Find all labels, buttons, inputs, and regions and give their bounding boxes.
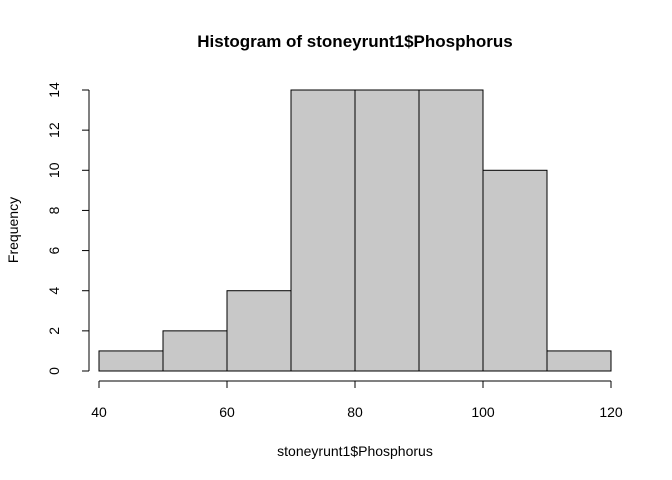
x-tick-label-2: 80 (347, 404, 363, 420)
x-tick-label-0: 40 (91, 404, 107, 420)
histogram-bar-7 (546, 350, 612, 372)
y-tick-label-7: 14 (46, 82, 62, 98)
x-tick-label-3: 100 (471, 404, 495, 420)
x-tick-label-4: 120 (599, 404, 623, 420)
y-tick-label-1: 2 (46, 327, 62, 335)
x-axis-label: stoneyrunt1$Phosphorus (277, 443, 433, 459)
y-tick-label-5: 10 (46, 162, 62, 178)
histogram-bar-1 (162, 330, 228, 372)
histogram-bar-4 (354, 89, 420, 372)
histogram-bar-0 (98, 350, 164, 372)
y-tick-label-2: 4 (46, 287, 62, 295)
y-tick-label-3: 6 (46, 246, 62, 254)
histogram-bar-5 (418, 89, 484, 372)
histogram-bar-3 (290, 89, 356, 372)
histogram-bar-6 (482, 169, 548, 372)
y-axis-label: Frequency (5, 197, 21, 263)
x-tick-label-1: 60 (219, 404, 235, 420)
x-axis: 40 60 80 100 120 (91, 380, 623, 420)
y-tick-label-4: 8 (46, 206, 62, 214)
y-axis: 0 2 4 6 8 10 12 14 (46, 82, 90, 375)
y-tick-label-0: 0 (46, 367, 62, 375)
histogram-bar-2 (226, 290, 292, 372)
bars-group (98, 89, 612, 372)
y-tick-label-6: 12 (46, 122, 62, 138)
chart-title: Histogram of stoneyrunt1$Phosphorus (197, 32, 512, 51)
